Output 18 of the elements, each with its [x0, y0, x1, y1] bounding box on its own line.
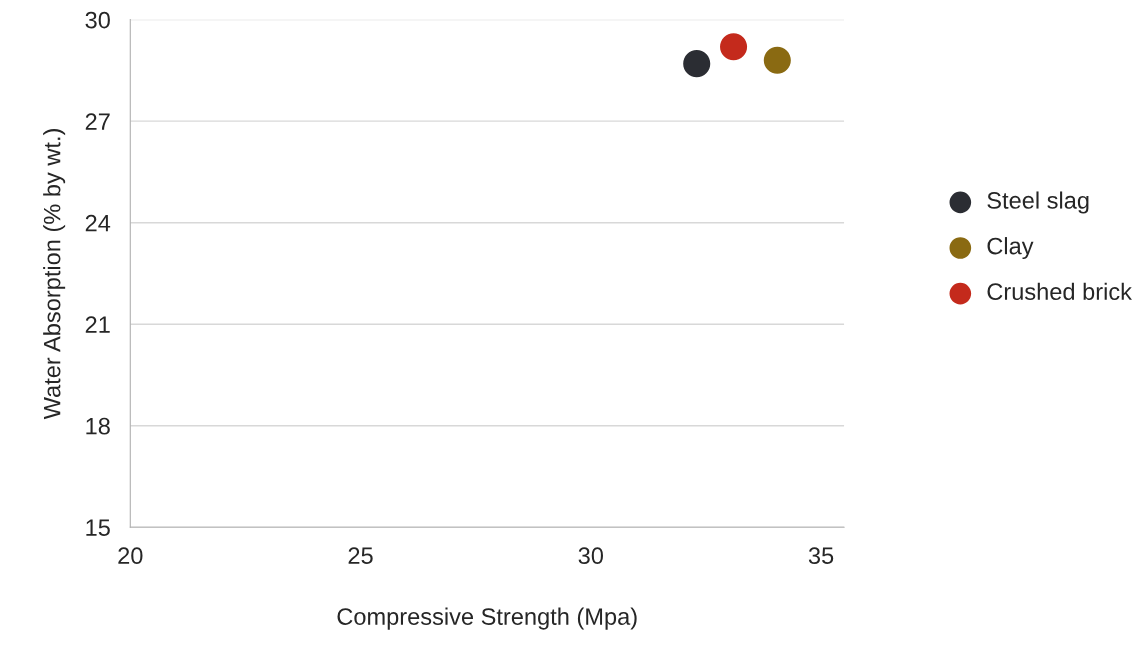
legend-label: Steel slag [987, 191, 1089, 214]
y-tick-label: 18 [86, 417, 110, 435]
x-tick-label: 30 [578, 547, 604, 565]
x-tick-label: 25 [348, 547, 373, 565]
legend-label: Clay [987, 237, 1034, 260]
x-axis-title: Compressive Strength (Mpa) [337, 607, 637, 630]
point [763, 46, 791, 74]
legend-label: Crushed brick [987, 282, 1132, 301]
y-tick-label: 24 [85, 214, 111, 232]
y-tick-label: 30 [85, 11, 110, 29]
y-tick-label: 15 [86, 519, 110, 537]
x-tick-label: 20 [118, 547, 143, 565]
y-axis-title: Water Absorption (% by wt.) [43, 129, 66, 420]
y-tick-label: 27 [85, 113, 110, 130]
point [720, 33, 748, 61]
y-tick-label: 21 [85, 316, 110, 333]
point [683, 50, 711, 78]
x-tick-label: 35 [808, 547, 834, 565]
